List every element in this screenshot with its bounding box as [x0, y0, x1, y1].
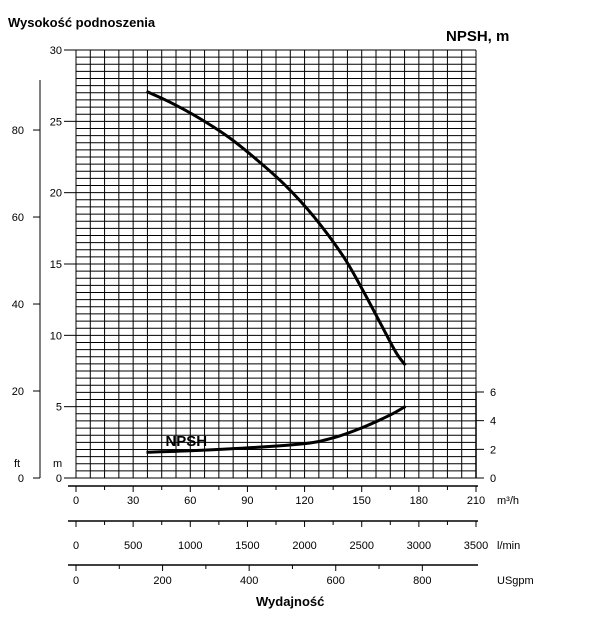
x-tick-label: 3500	[464, 540, 488, 552]
y-tick-label-m: 25	[50, 116, 62, 128]
x-tick-label: 3000	[407, 540, 431, 552]
y-tick-label-m: 30	[50, 45, 62, 57]
title-left: Wysokość podnoszenia	[8, 15, 156, 30]
npsh-tick-label: 2	[490, 444, 496, 456]
y-tick-label-ft: 20	[12, 386, 24, 398]
x-axis-unit: USgpm	[497, 575, 534, 587]
x-tick-label: 2000	[292, 540, 316, 552]
y-tick-label-m: 15	[50, 259, 62, 271]
x-tick-label: 1000	[178, 540, 202, 552]
y-unit-m: m	[53, 458, 62, 470]
y-tick-label-ft: 0	[18, 473, 24, 485]
x-tick-label: 400	[240, 575, 258, 587]
x-tick-label: 200	[153, 575, 171, 587]
npsh-curve	[146, 405, 407, 454]
x-tick-label: 150	[353, 495, 371, 507]
y-unit-ft: ft	[14, 458, 20, 470]
x-tick-label: 500	[124, 540, 142, 552]
x-tick-label: 600	[327, 575, 345, 587]
npsh-tick-label: 6	[490, 387, 496, 399]
x-tick-label: 120	[295, 495, 313, 507]
x-tick-label: 800	[413, 575, 431, 587]
npsh-tick-label: 4	[490, 416, 496, 428]
x-tick-label: 2500	[349, 540, 373, 552]
npsh-tick-label: 0	[490, 473, 496, 485]
head-curve	[145, 90, 407, 367]
x-tick-label: 210	[467, 495, 485, 507]
y-tick-label-m: 0	[56, 473, 62, 485]
y-tick-label-ft: 40	[12, 299, 24, 311]
x-tick-label: 90	[241, 495, 253, 507]
x-tick-label: 0	[73, 495, 79, 507]
y-tick-label-m: 5	[56, 402, 62, 414]
x-tick-label: 0	[73, 575, 79, 587]
x-tick-label: 180	[410, 495, 428, 507]
y-tick-label-ft: 80	[12, 125, 24, 137]
y-tick-label-m: 20	[50, 188, 62, 200]
x-tick-label: 1500	[235, 540, 259, 552]
x-tick-label: 30	[127, 495, 139, 507]
title-right: NPSH, m	[446, 28, 509, 45]
y-tick-label-m: 10	[50, 330, 62, 342]
axes	[33, 49, 484, 571]
series-label-npsh: NPSH	[165, 433, 207, 450]
y-tick-label-ft: 60	[12, 212, 24, 224]
x-axis-unit: m³/h	[497, 495, 519, 507]
grid	[75, 49, 477, 479]
x-axis-unit: l/min	[497, 540, 520, 552]
x-tick-label: 60	[184, 495, 196, 507]
series-layer	[145, 90, 407, 454]
x-tick-label: 0	[73, 540, 79, 552]
x-axis-title: Wydajność	[256, 594, 324, 609]
